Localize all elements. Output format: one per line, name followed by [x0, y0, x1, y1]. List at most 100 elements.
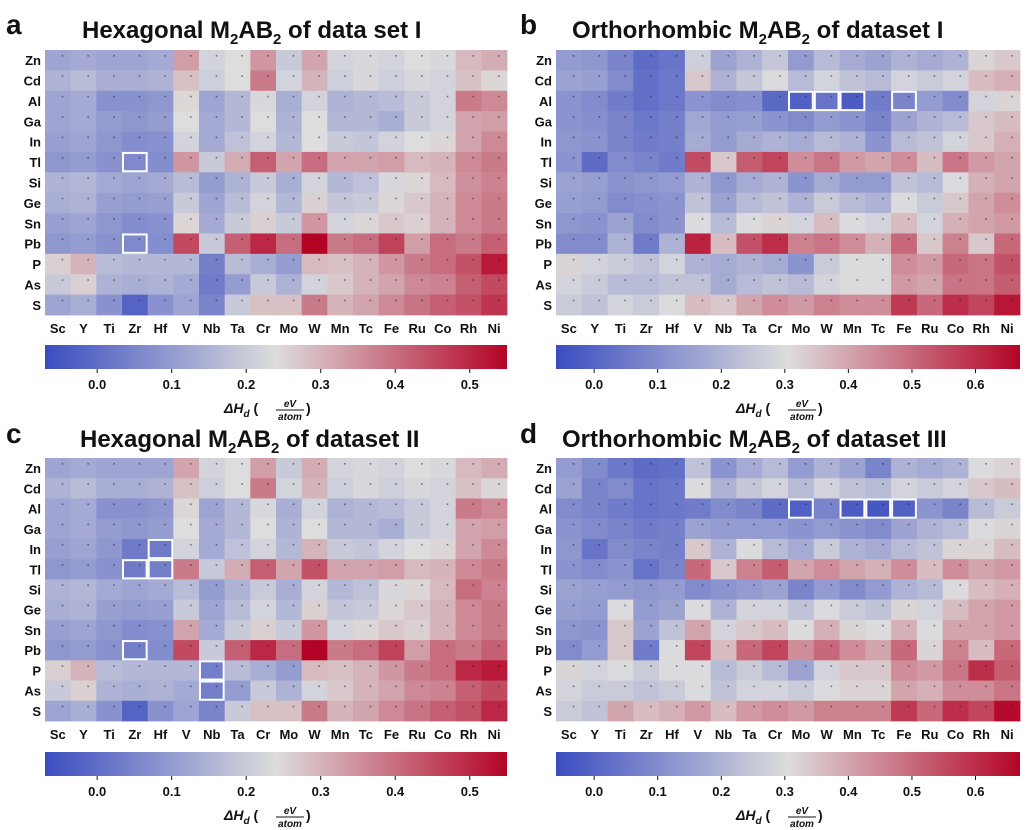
- heatmap-cell-Al-Ni: [481, 90, 508, 112]
- cell-marker: [959, 483, 962, 485]
- heatmap-cell-Tl-Ti: [96, 151, 123, 173]
- cell-marker: [267, 705, 269, 708]
- heatmap-cell-Si-Zr: [122, 579, 149, 601]
- cell-marker: [727, 665, 730, 667]
- cell-marker: [267, 463, 269, 465]
- cell-marker: [421, 116, 423, 118]
- cell-marker: [804, 95, 807, 98]
- cell-marker: [344, 645, 346, 647]
- cell-marker: [650, 177, 652, 179]
- heatmap-cell-Ge-Tc: [865, 599, 892, 621]
- x-tick-label: Fe: [896, 321, 911, 336]
- heatmap-cell-Ge-Mo: [788, 599, 815, 621]
- cell-marker: [882, 116, 884, 118]
- heatmap-cell-Cd-Hf: [659, 70, 686, 92]
- cell-marker: [907, 483, 910, 485]
- cell-marker: [138, 705, 141, 708]
- heatmap-cell-Sn-Ni: [481, 213, 508, 234]
- cell-marker: [87, 116, 89, 118]
- cell-marker: [959, 543, 962, 546]
- heatmap-cell-Sn-V: [684, 213, 712, 234]
- cell-marker: [267, 177, 269, 179]
- cell-marker: [985, 624, 987, 627]
- heatmap-cell-S-Tc: [865, 700, 892, 722]
- heatmap-cell-Si-Y: [581, 579, 608, 601]
- cell-marker: [701, 258, 704, 261]
- y-tick-label: Ga: [24, 114, 42, 129]
- x-tick-label: W: [308, 321, 321, 336]
- y-tick-label: Pb: [24, 237, 41, 252]
- cell-marker: [395, 116, 397, 118]
- cell-marker: [830, 665, 833, 667]
- cell-marker: [318, 584, 320, 586]
- heatmap-cell-Pb-Hf: [147, 640, 174, 661]
- x-tick-label: Sc: [561, 321, 577, 336]
- heatmap-cell-Ge-Zr: [122, 599, 149, 621]
- cell-marker: [241, 218, 243, 220]
- heatmap-cell-Al-Y: [581, 90, 608, 112]
- heatmap-cell-S-Hf: [659, 700, 686, 722]
- heatmap-cell-Si-Ni: [481, 579, 508, 601]
- heatmap-cell-S-Hf: [147, 700, 174, 722]
- panel-title: Orthorhombic M2AB2 of dataset I: [572, 17, 943, 48]
- y-tick-label: Pb: [535, 643, 552, 658]
- heatmap-cell-Zn-Sc: [556, 50, 583, 71]
- y-tick-label: Ge: [24, 196, 41, 211]
- heatmap-cell-S-Rh: [455, 700, 482, 722]
- x-tick-label: Sc: [561, 727, 577, 742]
- heatmap-cell-Pb-Fe: [378, 640, 405, 661]
- heatmap-cell-Ge-V: [684, 599, 712, 621]
- heatmap-cell-Sn-W: [301, 213, 328, 234]
- heatmap-cell-In-Sc: [45, 538, 72, 560]
- colorbar-label-denominator: atom: [790, 412, 814, 423]
- heatmap-cell-Zn-Hf: [659, 458, 686, 479]
- heatmap-cell-Tl-Tc: [865, 559, 892, 580]
- heatmap-cell-Sn-Zr: [122, 619, 149, 641]
- cell-marker: [498, 218, 500, 220]
- heatmap-cell-S-Cr: [250, 700, 277, 722]
- heatmap-cell-Ga-Ru: [916, 518, 944, 540]
- heatmap-cell-In-Ru: [404, 131, 431, 153]
- heatmap-cell-Sn-Zr: [633, 213, 660, 234]
- heatmap-cell-Pb-Sc: [45, 640, 72, 661]
- cell-marker: [61, 238, 64, 241]
- heatmap-cell-Pb-Ta: [224, 640, 251, 661]
- colorbar: [45, 752, 507, 776]
- cell-marker: [344, 543, 346, 546]
- cell-marker: [830, 523, 833, 526]
- cell-marker: [598, 197, 601, 200]
- cell-marker: [572, 523, 575, 526]
- x-tick-label: Nb: [715, 727, 732, 742]
- cell-marker: [318, 55, 320, 57]
- heatmap-cell-As-Ru: [404, 680, 431, 702]
- cell-marker: [804, 156, 807, 159]
- cell-marker: [344, 177, 346, 179]
- heatmap-cell-P-Tc: [353, 660, 380, 681]
- heatmap-cell-In-Nb: [199, 131, 226, 153]
- cell-marker: [753, 95, 755, 98]
- heatmap-cell-In-Ni: [994, 538, 1021, 560]
- heatmap-cell-Ge-Ru: [404, 192, 431, 214]
- cell-marker: [267, 604, 269, 607]
- heatmap-cell-Ga-Tc: [865, 111, 892, 132]
- heatmap-cell-Zn-Co: [942, 50, 969, 71]
- cell-marker: [267, 95, 269, 98]
- heatmap-cell-S-Ru: [404, 294, 431, 316]
- heatmap-cell-Pb-Mn: [839, 233, 866, 255]
- heatmap-cell-Zn-W: [813, 50, 840, 71]
- cell-marker: [1011, 624, 1013, 627]
- cell-marker: [241, 177, 243, 179]
- cell-marker: [138, 75, 141, 77]
- cell-marker: [650, 564, 652, 566]
- colorbar-label: ΔHd (: [735, 400, 771, 420]
- cell-marker: [959, 299, 962, 302]
- heatmap-cell-S-V: [684, 294, 712, 316]
- cell-marker: [624, 75, 626, 77]
- heatmap-cell-Zn-Rh: [455, 50, 482, 71]
- x-tick-label: Ti: [104, 727, 115, 742]
- heatmap-cell-Tl-Nb: [710, 151, 737, 173]
- heatmap-cell-In-Tc: [865, 538, 892, 560]
- cell-marker: [395, 523, 397, 526]
- heatmap-cell-Tl-Tc: [865, 151, 892, 173]
- colorbar-tick-label: 0.4: [386, 784, 405, 799]
